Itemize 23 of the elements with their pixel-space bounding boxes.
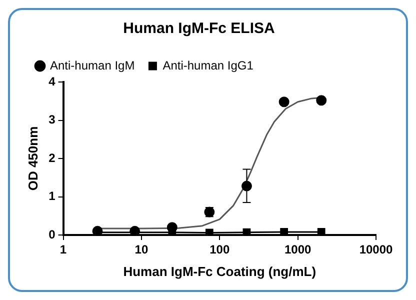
x-tick-label: 10 — [134, 242, 148, 257]
y-tick-label: 0 — [48, 227, 56, 242]
y-tick-label: 1 — [48, 189, 56, 204]
point — [92, 226, 103, 235]
legend-label: Anti-human IgG1 — [162, 58, 254, 72]
y-tick-label: 3 — [48, 112, 56, 127]
chart-title: Human IgM-Fc ELISA — [123, 20, 275, 38]
point — [280, 228, 288, 235]
point — [242, 228, 251, 235]
point — [205, 228, 214, 235]
x-tick-label: 1 — [60, 242, 67, 257]
x-axis-title: Human IgM-Fc Coating (ng/mL) — [123, 264, 316, 279]
y-tick-label: 4 — [48, 74, 56, 88]
x-tick-label: 100 — [210, 242, 230, 257]
y-tick-label: 2 — [48, 150, 56, 165]
point — [317, 228, 326, 235]
x-tick-label: 10000 — [359, 242, 394, 257]
x-tick-label: 1000 — [284, 242, 312, 257]
legend-label: Anti-human IgM — [50, 58, 135, 72]
y-axis-title: OD 450nm — [25, 126, 40, 191]
point — [278, 96, 290, 108]
point — [316, 95, 327, 106]
point — [130, 226, 140, 235]
